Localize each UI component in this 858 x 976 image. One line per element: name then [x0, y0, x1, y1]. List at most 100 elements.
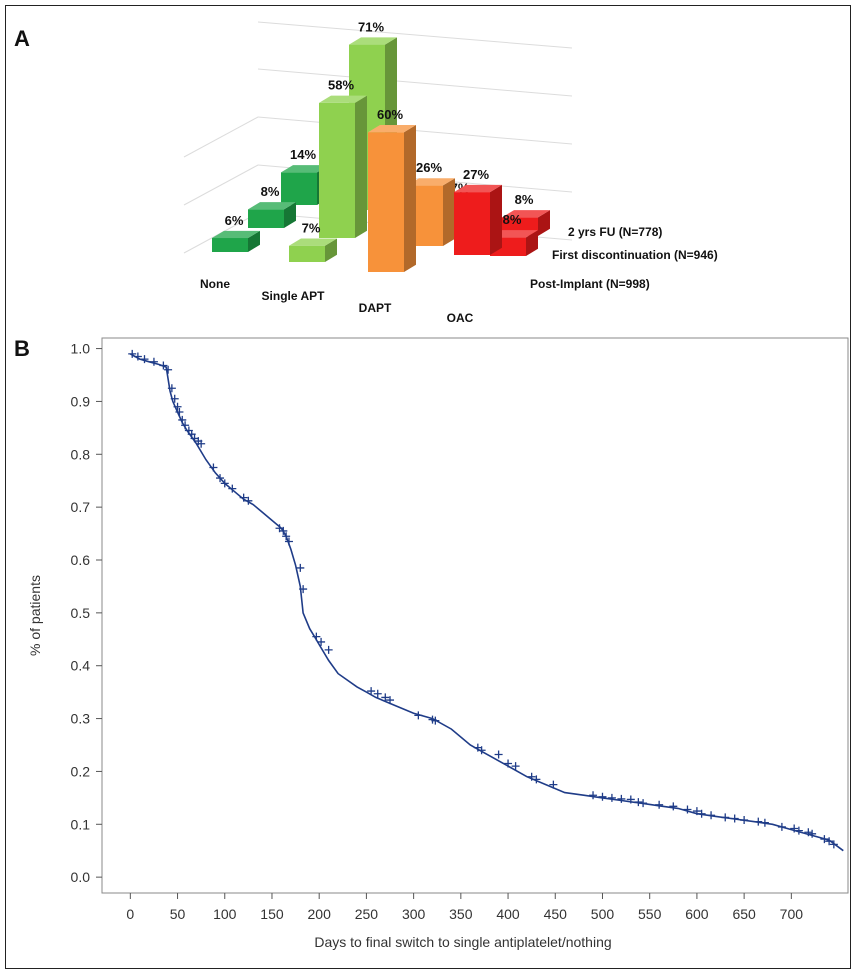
grid-line	[257, 68, 573, 97]
censor-mark	[381, 693, 390, 702]
censor-mark	[504, 759, 513, 768]
series-label: 2 yrs FU (N=778)	[568, 225, 662, 239]
censor-mark	[220, 479, 229, 488]
censor-mark	[829, 840, 838, 849]
censor-mark	[216, 474, 225, 483]
bar-side	[284, 202, 296, 228]
y-tick-label: 0.9	[71, 393, 91, 409]
x-tick-label: 150	[260, 906, 284, 922]
censor-mark	[494, 750, 503, 759]
bar-side	[325, 238, 337, 262]
censor-mark	[299, 585, 308, 594]
x-tick-label: 400	[496, 906, 520, 922]
censor-mark	[754, 817, 763, 826]
category-label: Single APT	[262, 289, 326, 303]
bar-side	[355, 95, 367, 238]
x-tick-label: 450	[544, 906, 568, 922]
censor-mark	[414, 711, 423, 720]
censor-mark	[187, 430, 196, 439]
bar-top	[248, 202, 296, 210]
x-tick-label: 350	[449, 906, 473, 922]
bar-dapt-series-0	[368, 125, 416, 272]
censor-mark	[140, 355, 149, 364]
bar-front	[319, 102, 355, 238]
censor-mark	[598, 792, 607, 801]
censor-mark	[634, 798, 643, 807]
grid-line	[257, 21, 573, 49]
series-label: Post-Implant (N=998)	[530, 277, 650, 291]
bar-value-label: 8%	[515, 192, 534, 207]
censor-mark	[197, 439, 206, 448]
bar-value-label: 6%	[225, 213, 244, 228]
censor-mark	[170, 394, 179, 403]
bar-value-label: 60%	[377, 107, 403, 122]
censor-mark	[589, 791, 598, 800]
bar-top	[502, 210, 550, 218]
y-tick-label: 0.2	[71, 763, 91, 779]
censor-mark	[607, 793, 616, 802]
bar-front	[248, 209, 284, 228]
x-tick-label: 650	[732, 906, 756, 922]
censor-mark	[128, 349, 137, 358]
censor-mark	[532, 775, 541, 784]
bar-value-label: 58%	[328, 78, 354, 93]
x-tick-label: 250	[355, 906, 379, 922]
censor-mark	[373, 689, 382, 698]
bar-top	[281, 165, 329, 173]
censor-mark	[324, 645, 333, 654]
bar-value-label: 8%	[503, 212, 522, 227]
chart-a-3d-bars: 8%7%71%14%8%26%58%8%27%60%7%6%NoneSingle…	[183, 19, 718, 325]
censor-mark	[296, 563, 305, 572]
bar-side	[443, 178, 455, 246]
censor-mark	[175, 408, 184, 416]
censor-mark	[527, 772, 536, 781]
bar-oac-series-0	[454, 184, 502, 255]
bar-top	[454, 184, 502, 193]
bar-top	[212, 230, 260, 239]
censor-mark	[626, 795, 635, 804]
censor-mark	[730, 814, 739, 823]
censor-mark	[477, 746, 486, 755]
censor-mark	[721, 813, 730, 822]
bar-value-label: 8%	[261, 184, 280, 199]
censor-mark	[683, 805, 692, 814]
plot-area	[101, 337, 849, 894]
grid-line	[183, 116, 259, 158]
censor-mark	[655, 800, 664, 809]
y-tick-label: 0.8	[71, 446, 91, 462]
censor-mark	[740, 816, 749, 825]
bar-value-label: 26%	[416, 160, 442, 175]
censor-mark	[549, 780, 558, 789]
censor-mark	[617, 794, 626, 803]
censor-mark	[794, 826, 803, 835]
bar-side	[490, 184, 502, 255]
censor-mark	[167, 384, 176, 393]
chart-b-body: 0.0 0.1 0.2 0.3 0.4 0.5 0.6 0.7 0.8 0.9 1.0 0 50 100 1…	[27, 337, 849, 950]
censor-mark	[149, 357, 158, 366]
censor-mark	[707, 811, 716, 820]
x-tick-label: 200	[308, 906, 332, 922]
y-tick-label: 0.4	[71, 658, 91, 674]
bar-side	[404, 125, 416, 272]
bar-top	[349, 37, 397, 45]
x-tick-label: 50	[170, 906, 186, 922]
censor-mark	[178, 415, 187, 424]
x-axis-label: Days to final switch to single antiplate…	[314, 934, 611, 950]
censor-mark	[317, 637, 326, 646]
censor-mark	[244, 496, 253, 505]
category-label: None	[200, 277, 230, 291]
bar-front	[454, 192, 490, 255]
y-axis-label: % of patients	[27, 575, 43, 656]
bar-single-apt-series-1	[319, 95, 367, 238]
bar-top	[407, 178, 455, 186]
censor-mark	[386, 696, 395, 705]
censor-mark	[282, 532, 291, 541]
censor-mark	[820, 835, 829, 844]
survival-line	[129, 353, 844, 852]
x-tick-label: 600	[685, 906, 709, 922]
x-tick-label: 0	[126, 906, 134, 922]
censor-mark	[173, 402, 182, 411]
bar-front	[368, 132, 404, 272]
censor-mark	[239, 493, 248, 502]
bar-value-label: 14%	[290, 147, 316, 162]
